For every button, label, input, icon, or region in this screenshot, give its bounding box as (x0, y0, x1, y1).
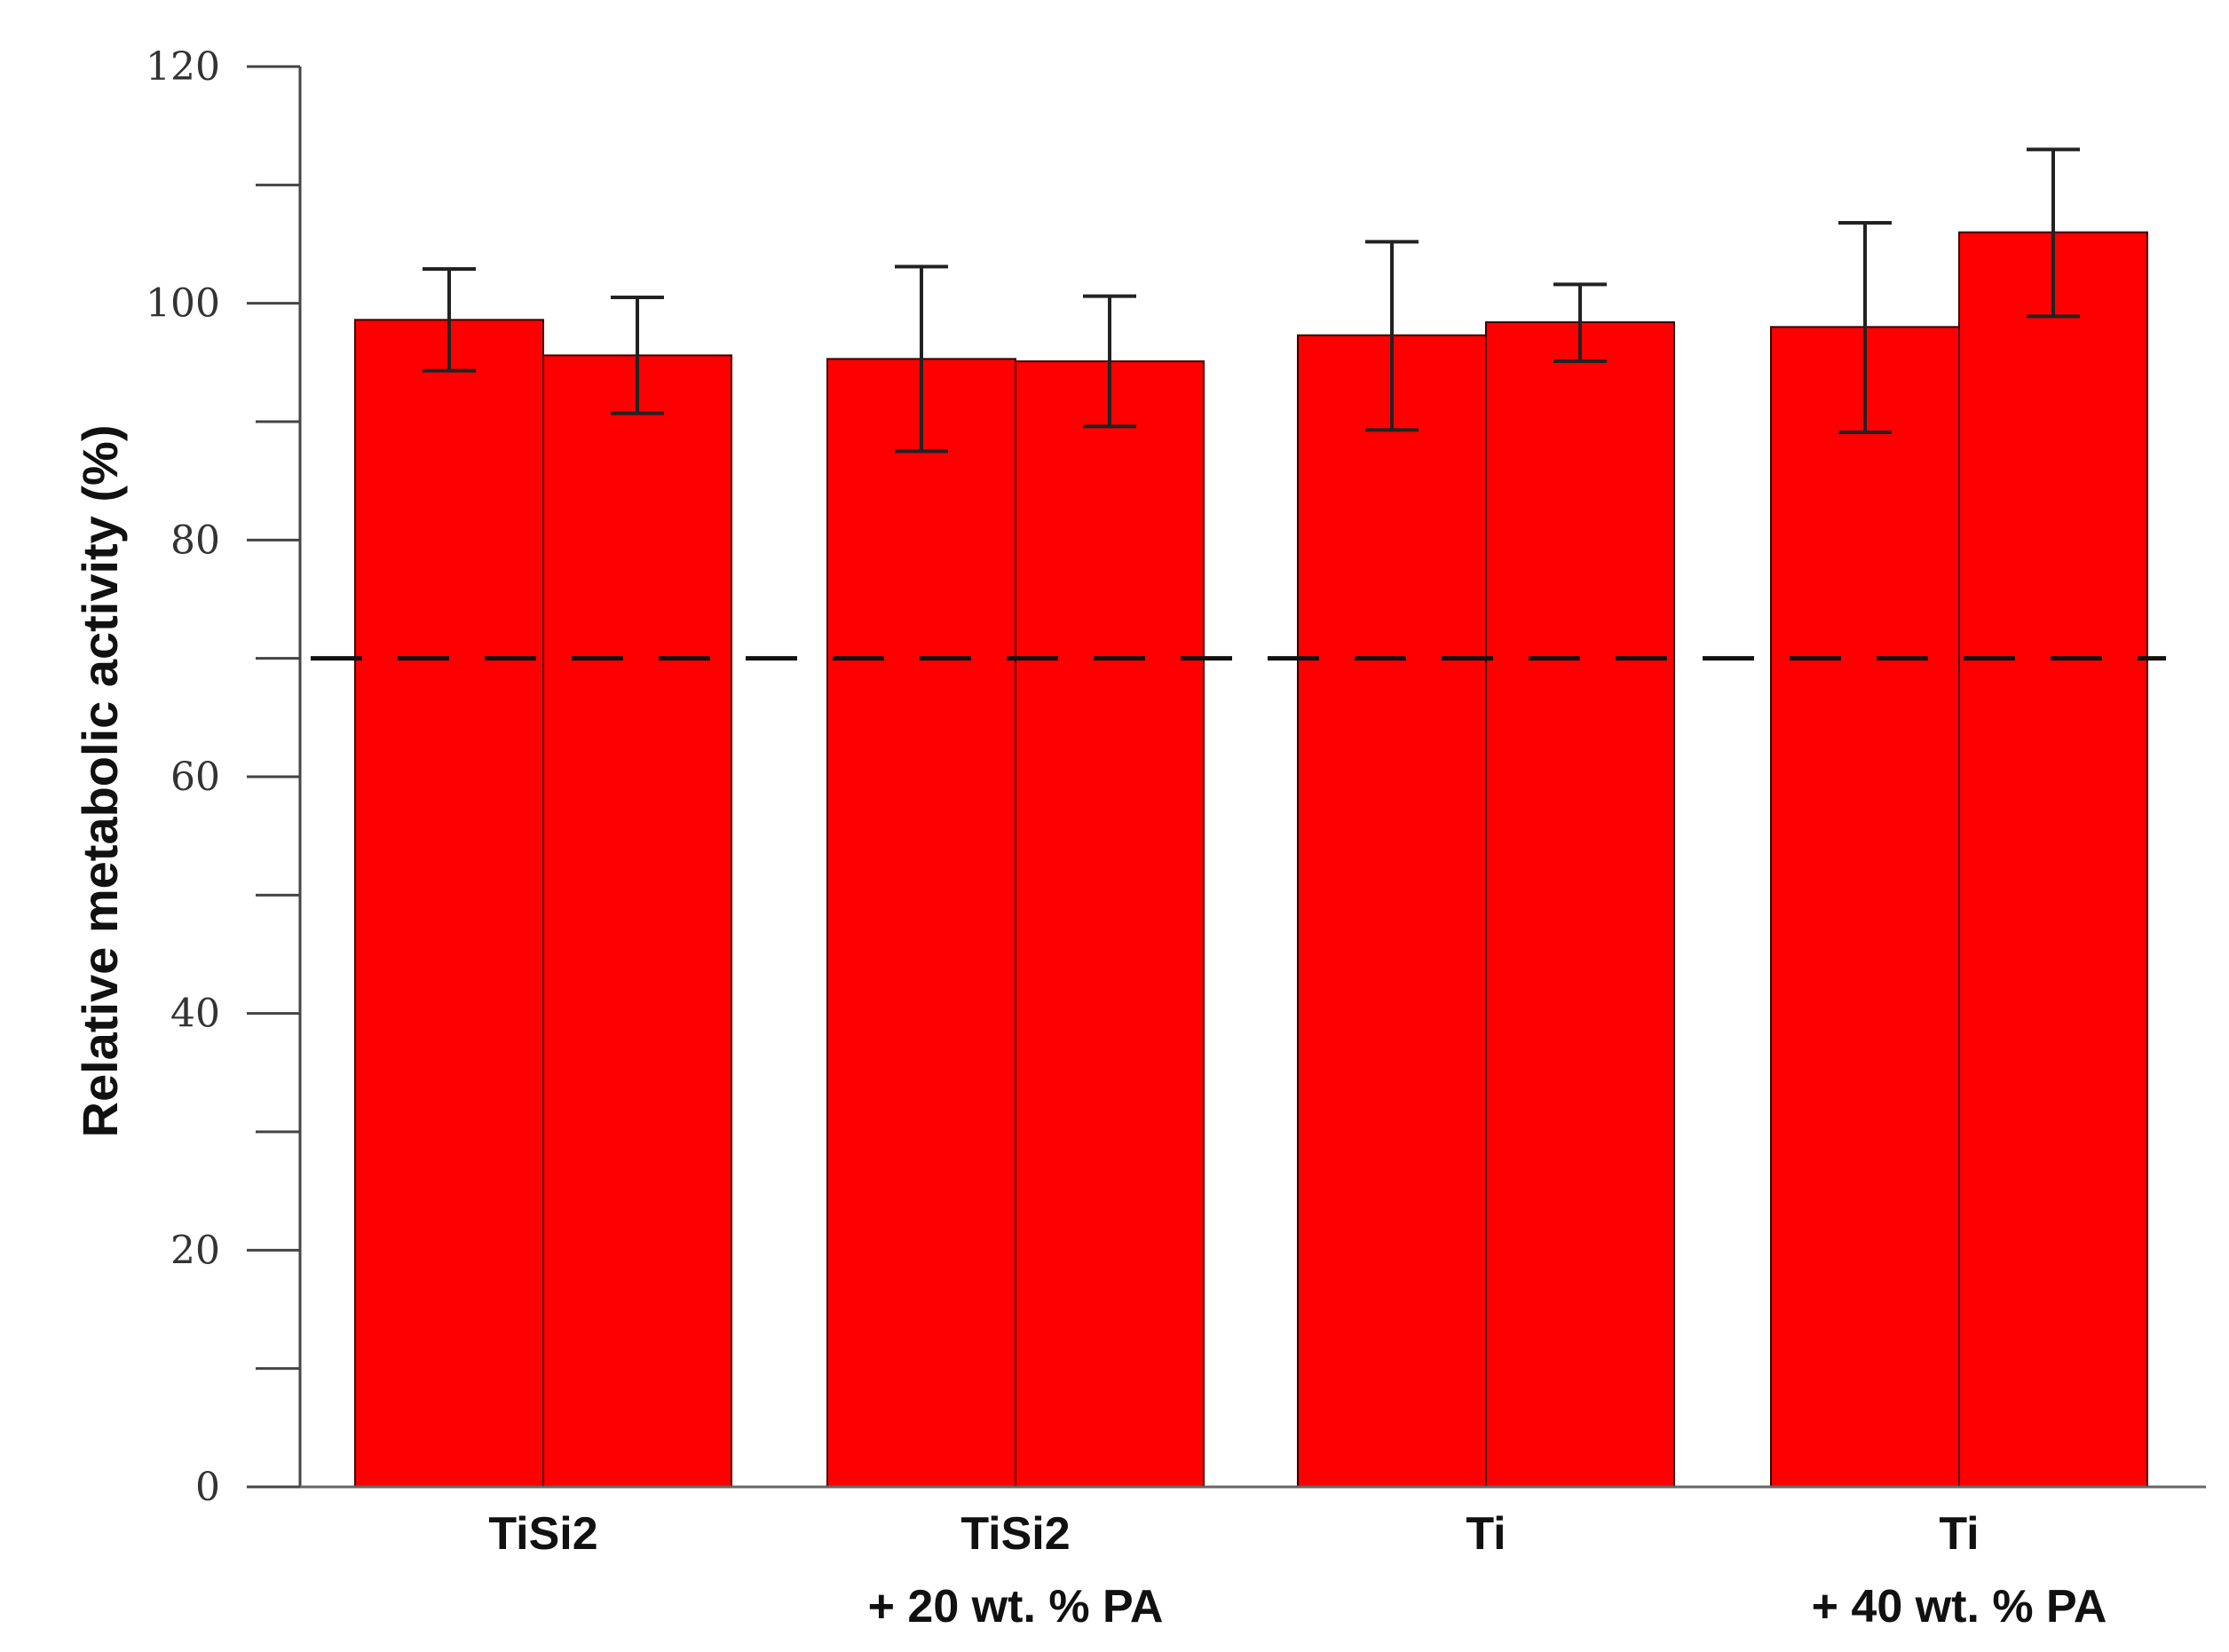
y-axis-title: Relative metabolic activity (%) (72, 425, 128, 1138)
bar (826, 358, 1016, 1488)
bar (354, 319, 544, 1488)
bar (1015, 360, 1205, 1488)
y-tick-label: 120 (146, 44, 220, 90)
bar (1958, 231, 2148, 1489)
bar (1297, 334, 1487, 1489)
category-label: TiSi2 (960, 1508, 1070, 1560)
y-tick-label: 20 (170, 1228, 220, 1273)
y-tick-label: 100 (146, 281, 220, 327)
y-tick-label: 0 (195, 1465, 220, 1510)
plot-area (311, 147, 2166, 1489)
y-tick-label: 60 (170, 755, 220, 800)
bar (1485, 321, 1675, 1488)
bar (542, 354, 732, 1488)
category-label: Ti (1939, 1508, 1979, 1560)
category-label: TiSi2 (488, 1508, 597, 1560)
y-tick-label: 80 (170, 518, 220, 563)
bar (1770, 326, 1960, 1488)
category-label: + 40 wt. % PA (1812, 1581, 2107, 1632)
category-label: Ti (1466, 1508, 1506, 1560)
axes: TiSi2 TiSi2 + 20 wt. % PA Ti Ti + 40 wt. % PA… (146, 44, 2206, 1632)
y-tick-label: 40 (170, 992, 220, 1037)
category-label: + 20 wt. % PA (868, 1581, 1164, 1632)
